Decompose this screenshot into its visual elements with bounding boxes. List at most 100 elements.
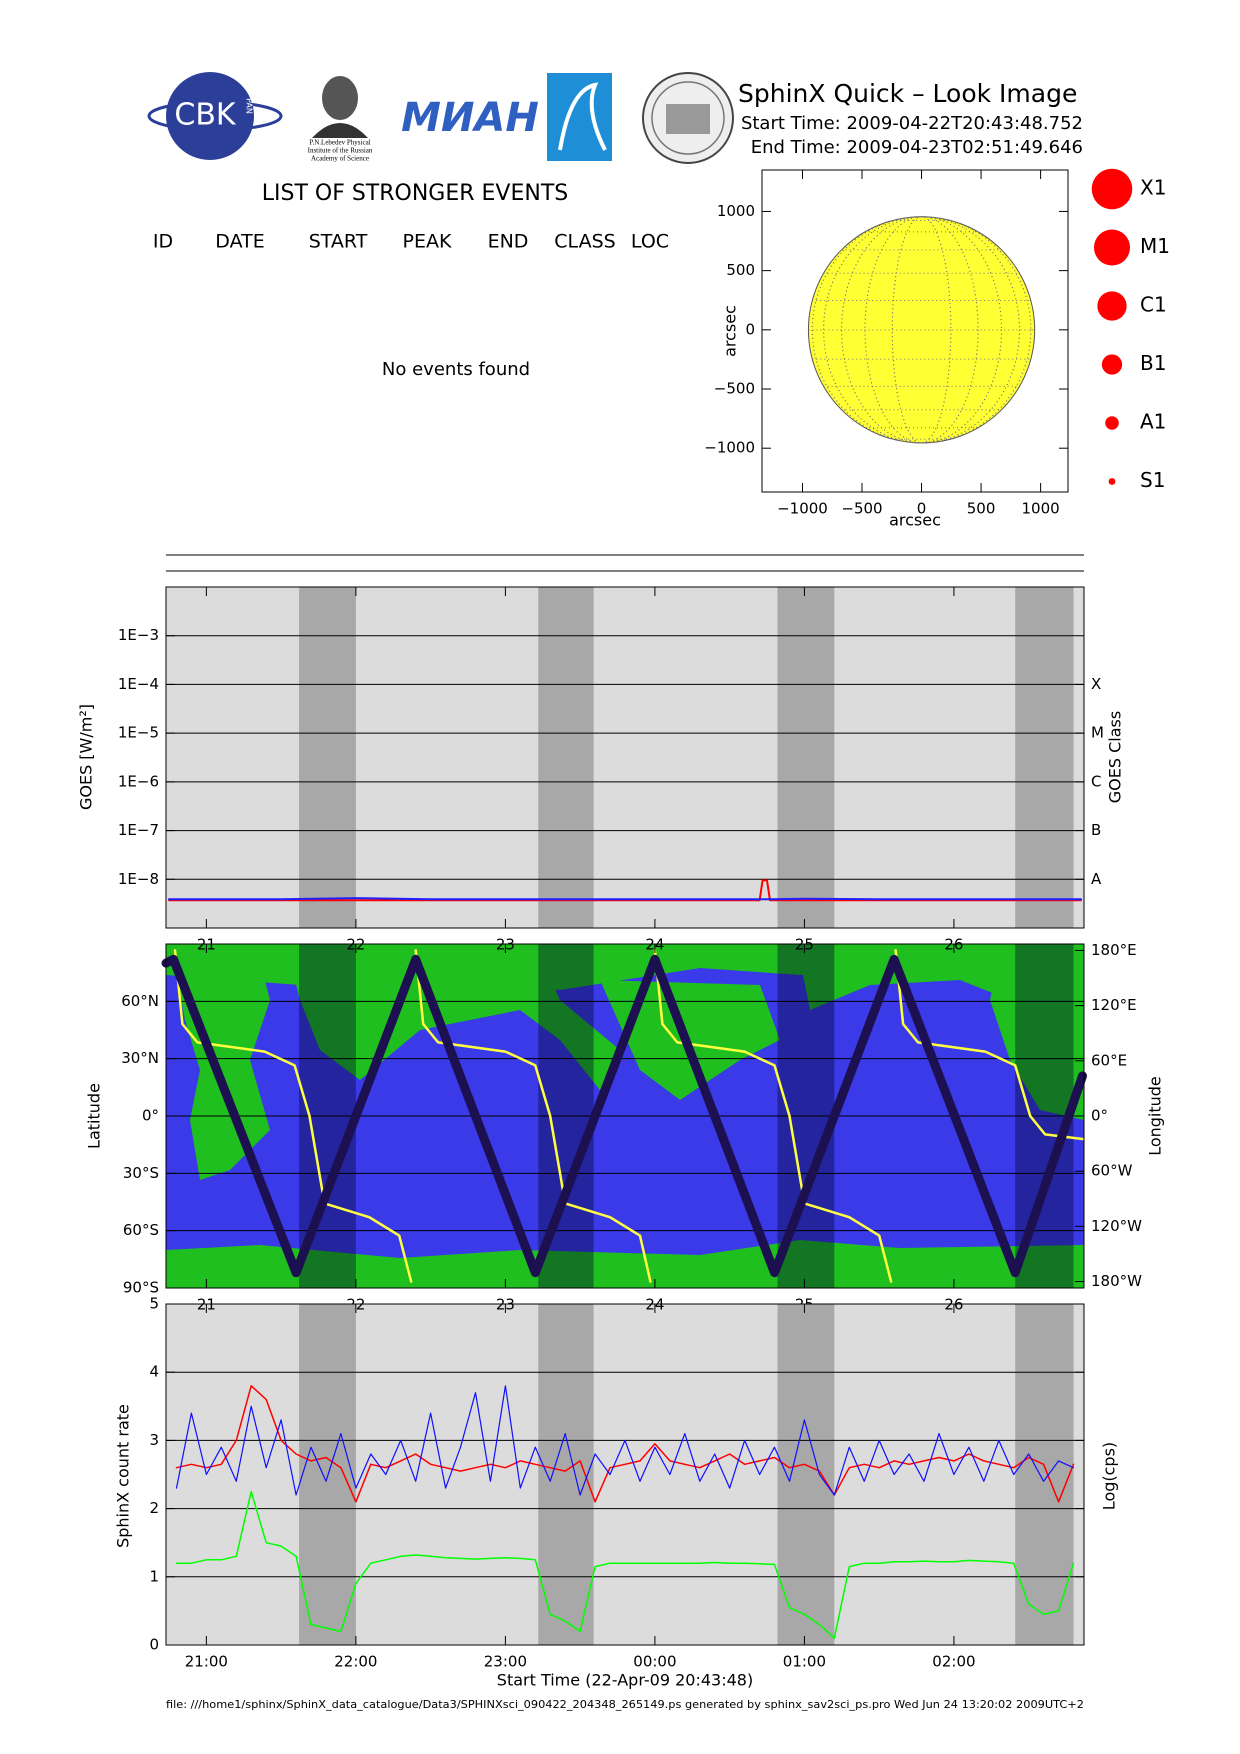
series-line	[168, 879, 1082, 902]
y-tick-label: 5	[149, 1295, 159, 1313]
x-tick-label: 00:00	[633, 1653, 676, 1671]
x-tick-label: 500	[967, 500, 996, 518]
plot-frame	[165, 1303, 1085, 1646]
events-title: LIST OF STRONGER EVENTS	[262, 181, 569, 206]
series-line	[168, 897, 1082, 901]
shaded-interval	[299, 1304, 356, 1645]
series-line	[161, 954, 1087, 1278]
y-tick-label: 500	[726, 261, 755, 279]
legend-label: S1	[1140, 468, 1165, 492]
y2-tick-label: M	[1091, 724, 1104, 742]
x-axis-label: arcsec	[889, 511, 941, 530]
y2-tick-label: 0°	[1091, 1107, 1108, 1125]
series-line	[175, 1385, 1075, 1503]
y-tick-label: 1E−4	[118, 675, 159, 693]
legend-label: C1	[1140, 293, 1167, 317]
x-tick-label: 01:00	[783, 1653, 826, 1671]
y2-tick-label: 120°W	[1091, 1217, 1142, 1235]
y-tick-label: 30°S	[123, 1164, 159, 1182]
logo-seal	[642, 72, 734, 164]
y-axis-label: SphinX count rate	[114, 1404, 133, 1548]
logo-text: P.N.Lebedev Physical	[309, 139, 370, 147]
legend-marker	[1091, 168, 1133, 210]
legend-label: A1	[1140, 410, 1166, 434]
x-tick-label: 1000	[1022, 500, 1060, 518]
legend-marker	[1097, 291, 1127, 321]
map-region	[166, 944, 1084, 990]
map-region	[166, 1240, 1084, 1288]
logo-cbk: CBK PAN	[147, 72, 283, 160]
logo-text: PAN	[245, 98, 254, 114]
legend-marker	[1101, 354, 1123, 375]
events-column: END	[488, 231, 529, 253]
y-tick-label: 1E−5	[118, 724, 159, 742]
footer: file: ///home1/sphinx/SphinX_data_catalo…	[166, 1698, 1084, 1711]
y-tick-label: 60°S	[123, 1221, 159, 1239]
y-tick-label: 90°S	[123, 1279, 159, 1297]
shaded-interval	[777, 587, 835, 928]
start-time: Start Time: 2009-04-22T20:43:48.752	[741, 113, 1083, 134]
disk-grid	[891, 216, 952, 444]
y-tick-label: −1000	[704, 439, 755, 457]
title: SphinX Quick – Look Image	[738, 79, 1077, 108]
legend-label: B1	[1140, 351, 1166, 375]
y2-tick-label: A	[1091, 870, 1102, 888]
y-tick-label: 60°N	[121, 992, 159, 1010]
legend-marker	[1093, 229, 1131, 266]
logo-text: CBK	[174, 98, 237, 133]
end-time: End Time: 2009-04-23T02:51:49.646	[751, 137, 1083, 158]
y2-axis-label: GOES Class	[1106, 711, 1125, 803]
legend-marker	[1105, 416, 1119, 430]
y-axis-label: arcsec	[721, 305, 740, 357]
map-region	[290, 955, 620, 1090]
logo-lebedev: P.N.Lebedev Physical Institute of the Ru…	[308, 76, 373, 163]
portrait	[322, 76, 358, 120]
y2-tick-label: 60°W	[1091, 1162, 1133, 1180]
legend-label: M1	[1140, 234, 1170, 258]
y-axis-label: Latitude	[85, 1083, 104, 1149]
x-tick-label: −500	[841, 500, 882, 518]
seal-building	[666, 104, 710, 134]
logo-text: Academy of Science	[311, 155, 369, 163]
y-tick-label: 1	[149, 1567, 159, 1585]
shaded-interval	[538, 587, 594, 928]
series-line	[173, 949, 1084, 1283]
y2-tick-label: 180°E	[1091, 941, 1137, 959]
y-tick-label: 0	[745, 320, 755, 338]
map-regions	[166, 944, 1084, 1288]
events-column: START	[309, 231, 368, 253]
logo-text: Institute of the Russian	[308, 147, 373, 155]
x-tick-label: 23:00	[484, 1653, 527, 1671]
y2-tick-label: X	[1091, 675, 1101, 693]
series-line	[175, 1385, 1075, 1496]
y2-tick-label: B	[1091, 821, 1101, 839]
y2-tick-label: C	[1091, 772, 1101, 790]
legend-label: X1	[1140, 176, 1166, 200]
x-tick-label: 0	[917, 500, 927, 518]
x-tick-label: 02:00	[932, 1653, 975, 1671]
plot-frame	[165, 586, 1085, 929]
logo-institute	[547, 73, 612, 161]
y2-axis-label: Log(cps)	[1100, 1442, 1119, 1510]
seal	[651, 81, 725, 155]
y-axis-label: GOES [W/m²]	[77, 704, 96, 810]
legend-marker	[1108, 478, 1116, 485]
series-line	[175, 1490, 1075, 1639]
y-tick-label: 1E−7	[118, 821, 159, 839]
y-tick-label: 1000	[717, 202, 755, 220]
map-region	[990, 955, 1084, 1120]
logo-arc	[558, 82, 607, 151]
disk-grid	[841, 216, 1003, 444]
events-column: PEAK	[403, 231, 452, 253]
shaded-interval	[1015, 1304, 1074, 1645]
events-column: LOC	[631, 231, 669, 253]
y2-axis-label: Longitude	[1146, 1076, 1165, 1156]
shaded-interval	[1015, 587, 1074, 928]
portrait	[312, 123, 368, 138]
disk-grid	[811, 216, 1032, 444]
logo-mian: МИАН	[401, 95, 539, 141]
events-column: DATE	[215, 231, 264, 253]
y-tick-label: 0°	[142, 1107, 159, 1125]
y-tick-label: 30°N	[121, 1049, 159, 1067]
